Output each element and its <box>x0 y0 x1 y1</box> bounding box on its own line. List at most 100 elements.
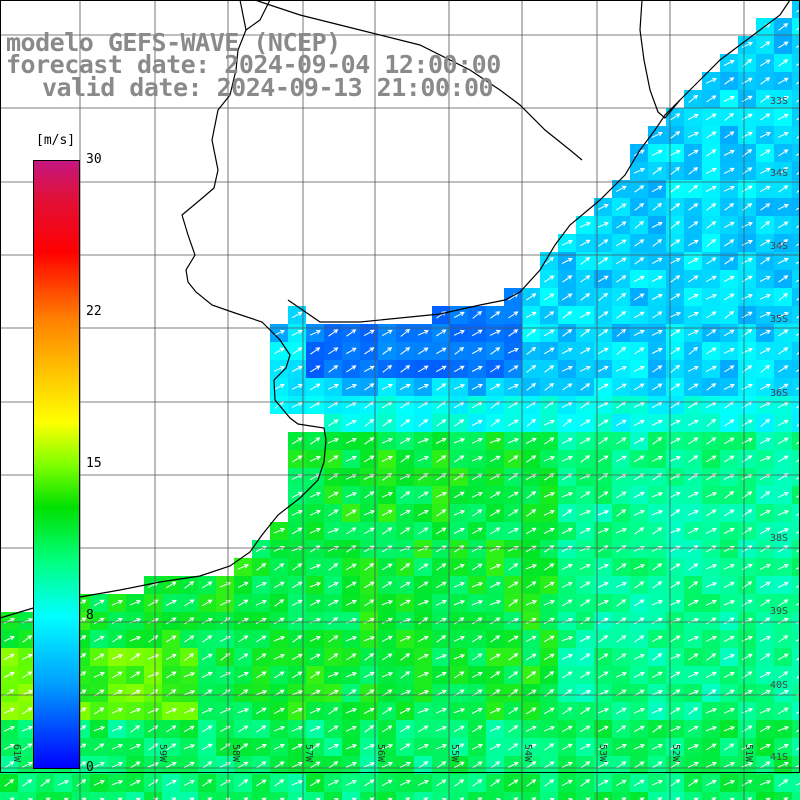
wind-arrow <box>328 635 339 643</box>
wind-arrow <box>364 418 375 427</box>
wind-arrow <box>777 761 789 768</box>
wind-cell <box>792 324 800 342</box>
wind-arrow <box>615 528 628 534</box>
longitude-label: 56W <box>375 744 386 763</box>
wind-cell <box>792 198 800 216</box>
wind-arrow <box>616 635 627 643</box>
wind-arrow <box>291 581 303 589</box>
wind-arrow <box>795 242 800 247</box>
latitude-label: 35S <box>770 314 789 325</box>
wind-arrow <box>382 419 393 427</box>
wind-cell <box>288 792 306 800</box>
wind-arrow <box>706 418 716 427</box>
wind-arrow <box>400 419 411 427</box>
wind-arrow <box>616 275 627 283</box>
wind-arrow <box>561 527 573 534</box>
wind-arrow <box>634 185 645 193</box>
wind-arrow <box>93 599 105 607</box>
wind-arrow <box>777 491 789 498</box>
wind-arrow <box>417 743 429 750</box>
wind-arrow <box>472 779 483 787</box>
wind-arrow <box>759 131 771 138</box>
wind-cell <box>792 144 800 162</box>
wind-cell <box>792 18 800 36</box>
wind-arrow <box>183 708 196 714</box>
wind-arrow <box>238 743 249 751</box>
wind-arrow <box>795 458 800 463</box>
wind-arrow <box>561 779 573 787</box>
wind-arrow <box>760 149 771 157</box>
wind-arrow <box>273 365 285 372</box>
wind-cell <box>774 792 792 800</box>
wind-arrow <box>616 761 627 769</box>
wind-arrow <box>382 653 393 661</box>
wind-arrow <box>597 725 609 733</box>
wind-arrow <box>652 383 663 391</box>
wind-arrow <box>454 743 465 751</box>
wind-arrow <box>778 185 789 193</box>
wind-arrow <box>795 710 800 714</box>
wind-arrow <box>777 581 789 588</box>
colorbar-tick-0: 0 <box>86 760 94 775</box>
wind-arrow <box>274 779 285 787</box>
wind-arrow <box>381 635 393 643</box>
wind-arrow <box>399 635 411 642</box>
wind-arrow <box>615 743 627 750</box>
wind-cell <box>252 792 270 800</box>
wind-arrow <box>400 563 411 571</box>
wind-arrow <box>795 764 800 768</box>
wind-arrow <box>129 743 141 750</box>
wind-arrow <box>345 672 358 678</box>
wind-arrow <box>328 617 339 625</box>
wind-arrow <box>561 437 573 445</box>
wind-arrow <box>273 545 285 552</box>
wind-arrow <box>345 437 357 444</box>
wind-arrow <box>417 438 430 444</box>
wind-arrow <box>21 725 33 732</box>
wind-arrow <box>147 762 160 768</box>
wind-cell <box>738 792 756 800</box>
wind-arrow <box>417 491 429 499</box>
wind-arrow <box>129 708 142 714</box>
wind-arrow <box>795 206 800 211</box>
wind-arrow <box>598 491 609 499</box>
wind-arrow <box>381 329 393 337</box>
wind-arrow <box>346 365 357 373</box>
wind-arrow <box>526 779 537 787</box>
wind-arrow <box>616 346 626 355</box>
wind-arrow <box>436 329 447 337</box>
wind-arrow <box>562 599 573 607</box>
wind-arrow <box>471 527 483 535</box>
wind-arrow <box>363 636 376 642</box>
wind-cell <box>792 162 800 180</box>
longitude-label: 61W <box>11 744 22 763</box>
wind-arrow <box>651 671 663 679</box>
wind-arrow <box>436 455 447 463</box>
wind-arrow <box>507 419 519 427</box>
wind-cell <box>360 792 378 800</box>
wind-cell <box>792 306 800 324</box>
wind-arrow <box>435 545 447 553</box>
wind-arrow <box>561 563 573 570</box>
wind-cell <box>792 792 800 800</box>
wind-arrow <box>129 600 142 606</box>
wind-arrow <box>489 653 501 661</box>
latitude-label: 40S <box>770 680 789 691</box>
wind-arrow <box>273 726 286 732</box>
wind-arrow <box>471 707 483 714</box>
wind-arrow <box>22 635 33 643</box>
wind-arrow <box>796 729 800 733</box>
wind-arrow <box>489 383 501 391</box>
wind-arrow <box>309 582 322 588</box>
wind-arrow <box>22 743 33 751</box>
wind-arrow <box>670 220 681 229</box>
wind-cell <box>792 738 800 756</box>
wind-arrow <box>507 635 519 643</box>
wind-arrow <box>687 329 699 336</box>
wind-cell <box>432 792 450 800</box>
wind-arrow <box>675 797 681 800</box>
wind-cell <box>792 720 800 738</box>
wind-arrow <box>634 761 645 769</box>
wind-arrow <box>472 653 483 661</box>
longitude-label: 52W <box>670 744 681 763</box>
